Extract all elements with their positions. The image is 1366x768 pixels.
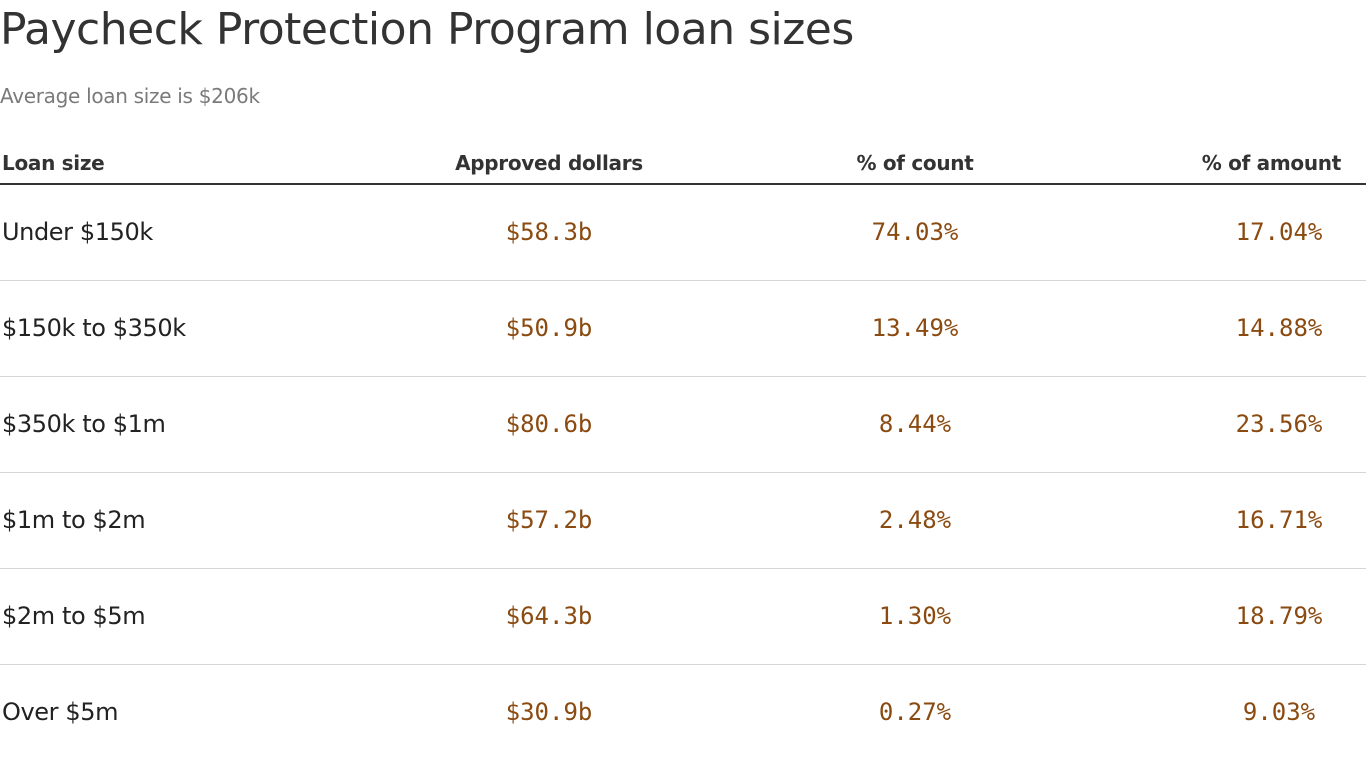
column-header-pct-amount: % of amount [1098,144,1366,185]
table-row: $350k to $1m $80.6b 8.44% 23.56% [0,376,1366,473]
table-row: $150k to $350k $50.9b 13.49% 14.88% [0,280,1366,377]
cell-pct-count: 2.48% [732,472,1098,569]
cell-loan-size: $350k to $1m [0,376,366,473]
table-row: $1m to $2m $57.2b 2.48% 16.71% [0,472,1366,569]
table-row: Over $5m $30.9b 0.27% 9.03% [0,664,1366,760]
table-header-row: Loan size Approved dollars % of count % … [0,144,1366,185]
cell-approved-dollars: $80.6b [366,376,732,473]
cell-pct-count: 0.27% [878,698,952,727]
cell-pct-amount: 23.56% [1098,376,1366,473]
cell-pct-count: 1.30% [732,568,1098,665]
cell-approved-dollars: $58.3b [366,184,732,281]
cell-pct-count: 8.44% [732,376,1098,473]
cell-pct-amount: 18.79% [1098,568,1366,665]
cell-pct-amount: 14.88% [1098,280,1366,377]
cell-loan-size: Over $5m [2,698,119,727]
cell-pct-amount: 16.71% [1098,472,1366,569]
cell-approved-dollars: $50.9b [366,280,732,377]
cell-pct-count: 74.03% [732,184,1098,281]
cell-pct-amount: 9.03% [1242,698,1316,727]
chart-subtitle: Average loan size is $206k [0,84,260,108]
column-header-pct-count: % of count [732,144,1098,185]
chart-title: Paycheck Protection Program loan sizes [0,4,854,55]
cell-approved-dollars: $57.2b [366,472,732,569]
column-header-approved-dollars: Approved dollars [366,144,732,185]
loan-size-table: Loan size Approved dollars % of count % … [0,144,1366,760]
cell-approved-dollars: $30.9b [505,698,593,727]
cell-loan-size: $2m to $5m [0,568,366,665]
column-header-loan-size: Loan size [0,144,366,185]
cell-pct-count: 13.49% [732,280,1098,377]
cell-approved-dollars: $64.3b [366,568,732,665]
table-row: $2m to $5m $64.3b 1.30% 18.79% [0,568,1366,665]
cell-loan-size: Under $150k [0,184,366,281]
cell-loan-size: $1m to $2m [0,472,366,569]
cell-loan-size: $150k to $350k [0,280,366,377]
cell-pct-amount: 17.04% [1098,184,1366,281]
table-row: Under $150k $58.3b 74.03% 17.04% [0,184,1366,281]
